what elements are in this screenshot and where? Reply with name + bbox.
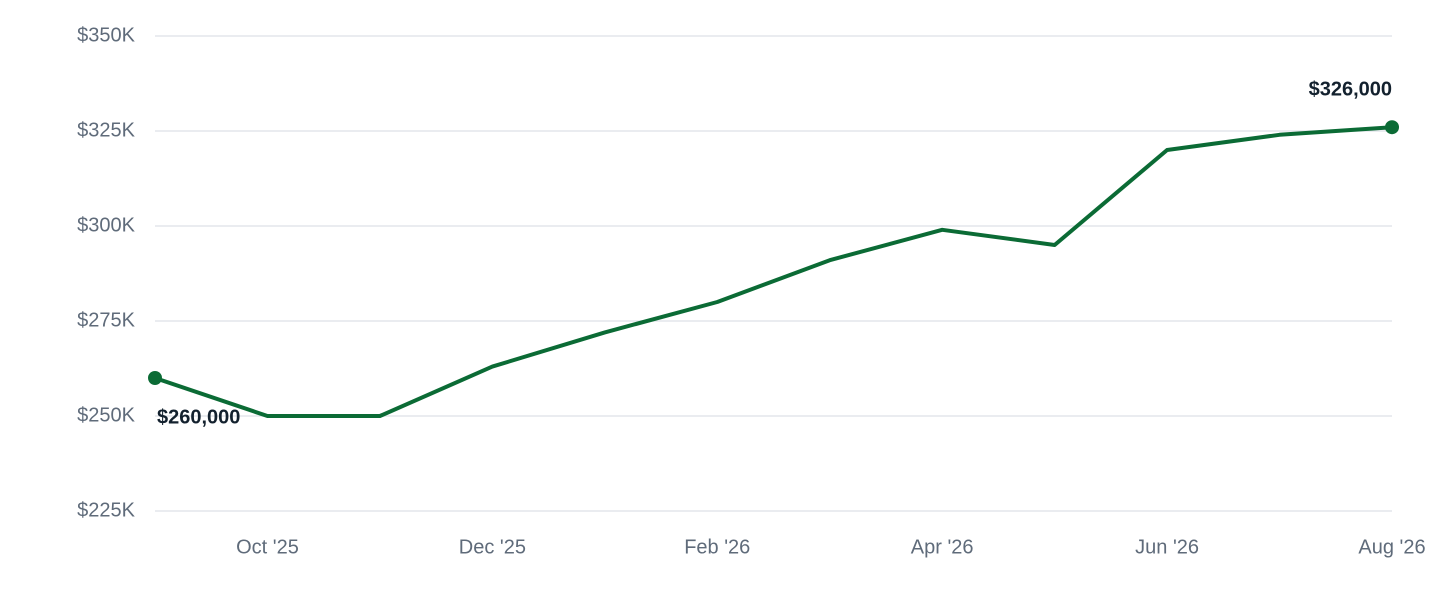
data-label: $326,000 (1309, 78, 1392, 100)
x-tick-label: Apr '26 (911, 536, 974, 558)
y-tick-label: $225K (77, 499, 135, 521)
x-tick-label: Oct '25 (236, 536, 299, 558)
x-tick-label: Jun '26 (1135, 536, 1199, 558)
data-label: $260,000 (157, 406, 240, 428)
x-tick-label: Feb '26 (684, 536, 750, 558)
x-tick-label: Dec '25 (459, 536, 526, 558)
point (1385, 120, 1399, 135)
x-tick-label: Aug '26 (1358, 536, 1425, 558)
line (154, 125, 1393, 418)
y-tick-label: $350K (77, 24, 135, 46)
point (148, 371, 162, 385)
y-tick-label: $325K (77, 119, 135, 141)
y-tick-label: $300K (77, 214, 135, 236)
y-tick-label: $275K (77, 309, 135, 331)
y-tick-label: $250K (77, 404, 135, 426)
